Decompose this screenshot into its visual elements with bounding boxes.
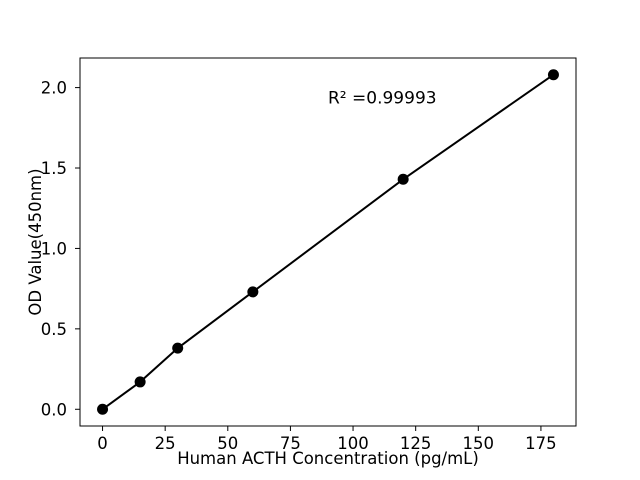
data-point-marker [247,286,259,298]
y-axis-tick-label: 0.5 [41,320,67,339]
x-axis-tick-label: 0 [97,434,108,453]
y-axis-tick-label: 0.0 [41,400,67,419]
x-axis-tick-label: 50 [217,434,238,453]
x-axis-tick-label: 150 [463,434,495,453]
data-point-marker [172,342,184,354]
x-axis-label: Human ACTH Concentration (pg/mL) [177,449,479,468]
y-axis-tick-label: 1.0 [41,239,67,258]
data-point-marker [547,69,559,81]
x-axis-tick-label: 175 [525,434,557,453]
r-squared-annotation: R² =0.99993 [328,89,437,109]
x-axis-tick-label: 100 [337,434,369,453]
x-axis-tick-label: 75 [280,434,301,453]
data-point-marker [134,376,146,388]
data-point-marker [397,173,409,185]
data-point-marker [97,403,109,415]
y-axis-tick-label: 2.0 [41,79,67,98]
y-axis-tick-label: 1.5 [41,159,67,178]
plot-area-frame [79,57,577,427]
x-axis-tick-label: 125 [400,434,432,453]
x-axis-tick-label: 25 [155,434,176,453]
standard-curve-line [101,73,555,411]
y-axis-label: OD Value(450nm) [26,168,45,315]
